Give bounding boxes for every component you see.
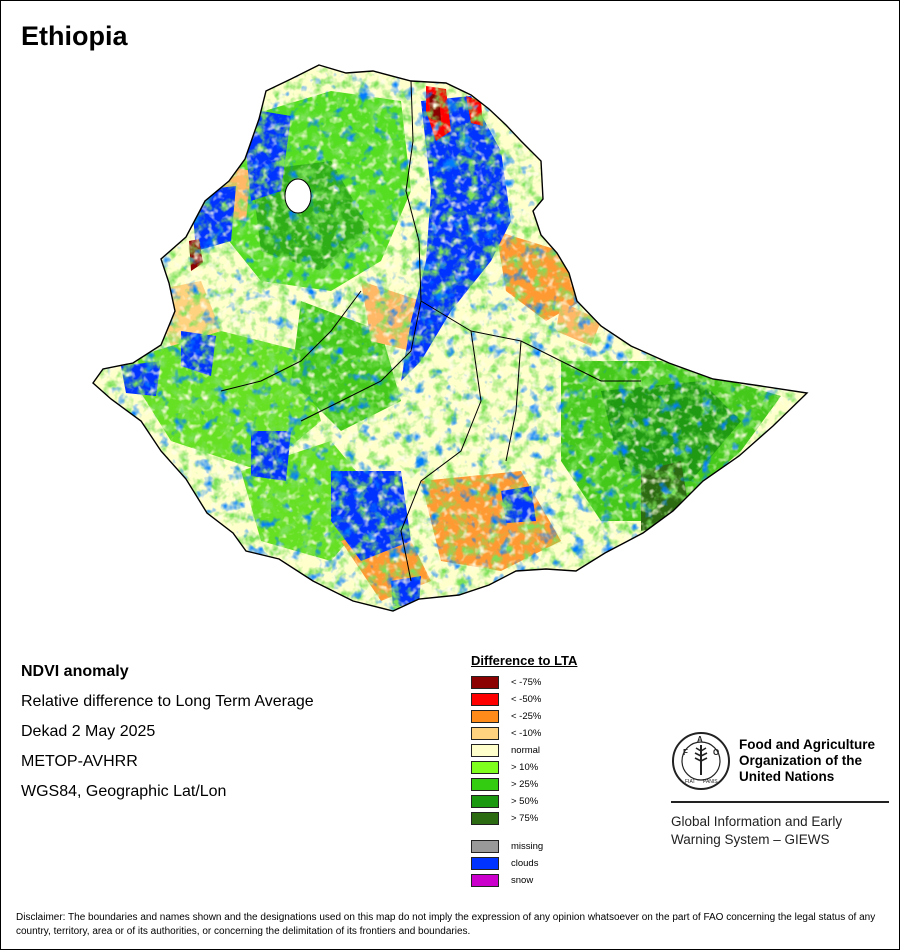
legend-row-10: < -10% — [471, 725, 577, 742]
legend-swatch — [471, 710, 499, 723]
map-title: Ethiopia — [21, 21, 128, 51]
info-line-sensor: METOP-AVHRR — [21, 753, 138, 770]
legend-swatch — [471, 693, 499, 706]
legend-row-normal: normal — [471, 742, 577, 759]
fao-divider — [671, 801, 889, 803]
legend-label: > 25% — [511, 779, 539, 790]
legend-extra-items: missing clouds snow — [471, 838, 577, 889]
info-line-description: Relative difference to Long Term Average — [21, 693, 314, 710]
product-heading: NDVI anomaly — [21, 663, 129, 680]
legend-row-50: < -50% — [471, 691, 577, 708]
legend-swatch — [471, 778, 499, 791]
anomaly-raster — [93, 65, 807, 611]
legend-swatch — [471, 761, 499, 774]
legend-row-75: < -75% — [471, 674, 577, 691]
map-legend: Difference to LTA < -75% < -50% < -25% < -1… — [471, 653, 577, 889]
fao-logo: F A O FIAT PANIS — [672, 732, 730, 790]
legend-label: > 10% — [511, 762, 539, 773]
fao-org-name: Food and Agriculture Organization of the… — [739, 737, 875, 784]
legend-swatch — [471, 857, 499, 870]
legend-swatch — [471, 676, 499, 689]
legend-row-25: > 25% — [471, 776, 577, 793]
legend-title: Difference to LTA — [471, 653, 578, 668]
legend-label: < -25% — [511, 711, 542, 722]
legend-items: < -75% < -50% < -25% < -10% normal > 10% > 25%… — [471, 674, 577, 827]
legend-label: missing — [511, 841, 544, 852]
legend-row-clouds: clouds — [471, 855, 577, 872]
legend-label: < -50% — [511, 694, 542, 705]
legend-swatch — [471, 795, 499, 808]
legend-label: normal — [511, 745, 541, 756]
legend-label: > 50% — [511, 796, 539, 807]
legend-row-50: > 50% — [471, 793, 577, 810]
info-line-period: Dekad 2 May 2025 — [21, 723, 156, 740]
legend-swatch — [471, 727, 499, 740]
legend-row-10: > 10% — [471, 759, 577, 776]
legend-row-missing: missing — [471, 838, 577, 855]
legend-label: < -75% — [511, 677, 542, 688]
legend-swatch — [471, 874, 499, 887]
svg-text:O: O — [713, 748, 719, 757]
giews-name: Global Information and Early Warning Sys… — [671, 814, 843, 847]
legend-swatch — [471, 744, 499, 757]
regional-boundaries — [220, 80, 641, 582]
legend-swatch — [471, 840, 499, 853]
svg-text:F: F — [683, 748, 688, 757]
info-block: NDVI anomaly Relative difference to Long… — [21, 657, 314, 807]
legend-label: > 75% — [511, 813, 539, 824]
fao-branding: F A O FIAT PANIS Food and Agriculture Or… — [671, 731, 889, 849]
legend-row-snow: snow — [471, 872, 577, 889]
info-line-projection: WGS84, Geographic Lat/Lon — [21, 783, 227, 800]
legend-row-25: < -25% — [471, 708, 577, 725]
svg-text:FIAT: FIAT — [685, 779, 695, 785]
svg-text:A: A — [697, 735, 703, 744]
legend-row-75: > 75% — [471, 810, 577, 827]
svg-text:PANIS: PANIS — [703, 779, 718, 785]
legend-swatch — [471, 812, 499, 825]
disclaimer: Disclaimer: The boundaries and names sho… — [16, 912, 876, 937]
legend-label: clouds — [511, 858, 539, 869]
legend-label: snow — [511, 875, 534, 886]
legend-label: < -10% — [511, 728, 542, 739]
